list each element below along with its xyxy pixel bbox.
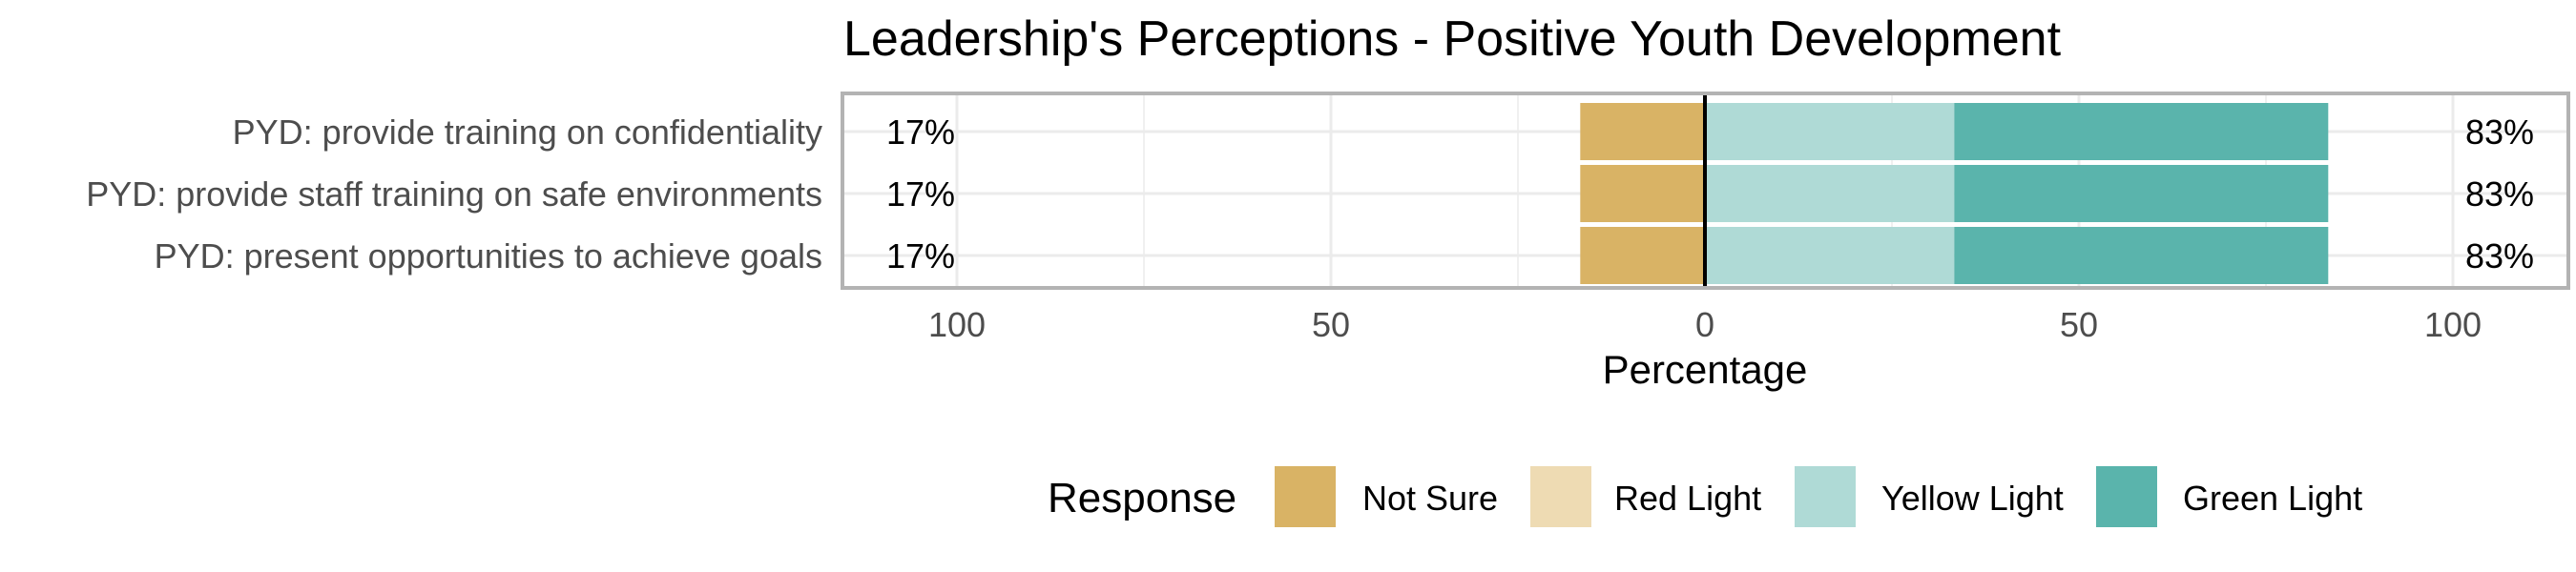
legend-key-yellow-light: [1793, 464, 1858, 529]
bar-not-sure: [1580, 227, 1705, 284]
left-percent-label: 17%: [886, 174, 955, 214]
right-percent-label: 83%: [2465, 174, 2534, 214]
bar-green-light: [1954, 103, 2329, 160]
left-percent-label: 17%: [886, 112, 955, 152]
legend-label: Green Light: [2183, 479, 2362, 518]
x-tick-label: 100: [928, 305, 986, 344]
value-labels: 17% 83% 17% 83% 17% 83%: [886, 112, 2534, 276]
bar-yellow-light: [1705, 103, 1955, 160]
bar-yellow-light: [1705, 165, 1955, 222]
category-label: PYD: provide training on confidentiality: [233, 112, 822, 152]
bar-yellow-light: [1705, 227, 1955, 284]
legend-items: Not Sure Red Light Yellow Light Green Light: [1273, 464, 2362, 529]
legend-label: Red Light: [1614, 479, 1761, 518]
legend: Response Not Sure Red Light Yellow Light Gr…: [1048, 464, 2362, 529]
legend-label: Yellow Light: [1881, 479, 2064, 518]
x-axis-label: Percentage: [1603, 347, 1808, 392]
category-label: PYD: present opportunities to achieve go…: [155, 236, 822, 276]
legend-key-red-light: [1528, 464, 1593, 529]
legend-title: Response: [1048, 475, 1236, 521]
panel-border: [841, 92, 2570, 290]
x-tick-label: 0: [1695, 305, 1714, 344]
right-percent-label: 83%: [2465, 112, 2534, 152]
legend-label: Not Sure: [1362, 479, 1498, 518]
category-label: PYD: provide staff training on safe envi…: [86, 174, 822, 214]
x-tick-label: 50: [1312, 305, 1350, 344]
x-tick-labels: 100 50 0 50 100: [928, 305, 2482, 344]
bar-not-sure: [1580, 165, 1705, 222]
chart-title: Leadership's Perceptions - Positive Yout…: [843, 11, 2062, 67]
bar-green-light: [1954, 165, 2329, 222]
right-percent-label: 83%: [2465, 236, 2534, 276]
legend-key-green-light: [2094, 464, 2159, 529]
bar-green-light: [1954, 227, 2329, 284]
left-percent-label: 17%: [886, 236, 955, 276]
x-tick-label: 50: [2060, 305, 2098, 344]
legend-key-not-sure: [1273, 464, 1338, 529]
x-tick-label: 100: [2424, 305, 2482, 344]
bars-layer: [1580, 103, 2329, 284]
category-labels: PYD: provide training on confidentiality…: [86, 112, 822, 276]
bar-not-sure: [1580, 103, 1705, 160]
